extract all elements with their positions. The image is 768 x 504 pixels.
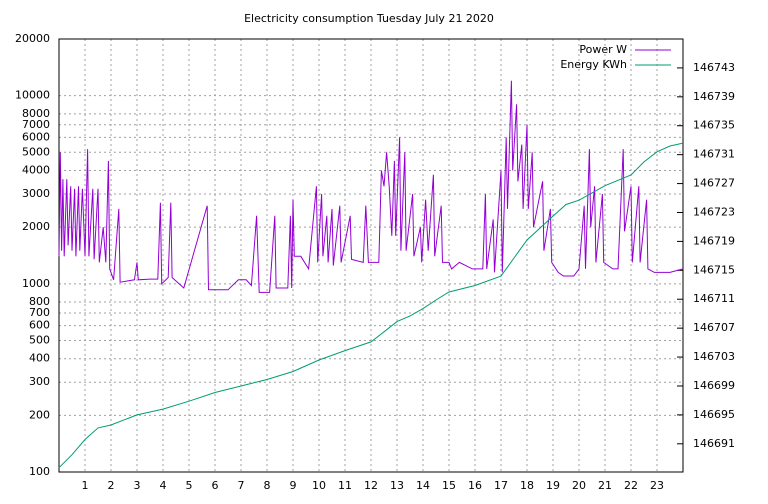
x-tick-label: 1	[82, 479, 89, 492]
y-tick-label: 600	[29, 319, 50, 332]
y-tick-label: 400	[29, 352, 50, 365]
x-tick-label: 12	[364, 479, 378, 492]
x-tick-label: 2	[108, 479, 115, 492]
y-tick-label: 500	[29, 333, 50, 346]
y-tick-label: 8000	[22, 107, 50, 120]
y-tick-label: 300	[29, 375, 50, 388]
y2-tick-label: 146727	[693, 177, 735, 190]
x-tick-label: 13	[390, 479, 404, 492]
x-tick-label: 17	[494, 479, 508, 492]
y2-tick-label: 146739	[693, 90, 735, 103]
legend-label: Power W	[579, 43, 627, 56]
y2-tick-label: 146743	[693, 61, 735, 74]
y-tick-label: 2000	[22, 220, 50, 233]
x-tick-label: 16	[468, 479, 482, 492]
data-line	[58, 142, 684, 469]
y-tick-label: 1000	[22, 277, 50, 290]
chart-title: Electricity consumption Tuesday July 21 …	[244, 12, 494, 25]
x-tick-label: 7	[238, 479, 245, 492]
y-tick-label: 800	[29, 295, 50, 308]
y-tick-label: 100	[29, 465, 50, 478]
x-tick-label: 15	[442, 479, 456, 492]
y-tick-label: 7000	[22, 118, 50, 131]
y2-tick-label: 146711	[693, 292, 735, 305]
y-tick-label: 6000	[22, 130, 50, 143]
y-tick-label: 3000	[22, 187, 50, 200]
y-tick-label: 10000	[15, 89, 50, 102]
x-tick-label: 4	[160, 479, 167, 492]
y2-tick-label: 146719	[693, 234, 735, 247]
x-tick-label: 22	[624, 479, 638, 492]
x-tick-label: 11	[338, 479, 352, 492]
x-tick-label: 6	[212, 479, 219, 492]
y-tick-label: 4000	[22, 164, 50, 177]
y2-tick-label: 146715	[693, 263, 735, 276]
x-tick-label: 21	[598, 479, 612, 492]
y-tick-label: 200	[29, 408, 50, 421]
legend-label: Energy KWh	[560, 58, 627, 71]
y2-tick-label: 146735	[693, 119, 735, 132]
x-tick-label: 10	[312, 479, 326, 492]
y2-tick-label: 146707	[693, 321, 735, 334]
x-tick-label: 20	[572, 479, 586, 492]
y-tick-label: 700	[29, 306, 50, 319]
y-tick-label: 20000	[15, 32, 50, 45]
x-tick-label: 23	[650, 479, 664, 492]
y2-tick-label: 146731	[693, 148, 735, 161]
x-tick-label: 8	[264, 479, 271, 492]
x-tick-label: 3	[134, 479, 141, 492]
y2-tick-label: 146695	[693, 408, 735, 421]
x-tick-label: 9	[290, 479, 297, 492]
y-tick-label: 5000	[22, 145, 50, 158]
x-tick-label: 14	[416, 479, 430, 492]
x-tick-label: 5	[186, 479, 193, 492]
y2-tick-label: 146699	[693, 379, 735, 392]
y2-tick-label: 146691	[693, 437, 735, 450]
data-line	[58, 80, 684, 293]
x-tick-label: 18	[520, 479, 534, 492]
y2-tick-label: 146703	[693, 350, 735, 363]
y2-tick-label: 146723	[693, 205, 735, 218]
x-tick-label: 19	[546, 479, 560, 492]
